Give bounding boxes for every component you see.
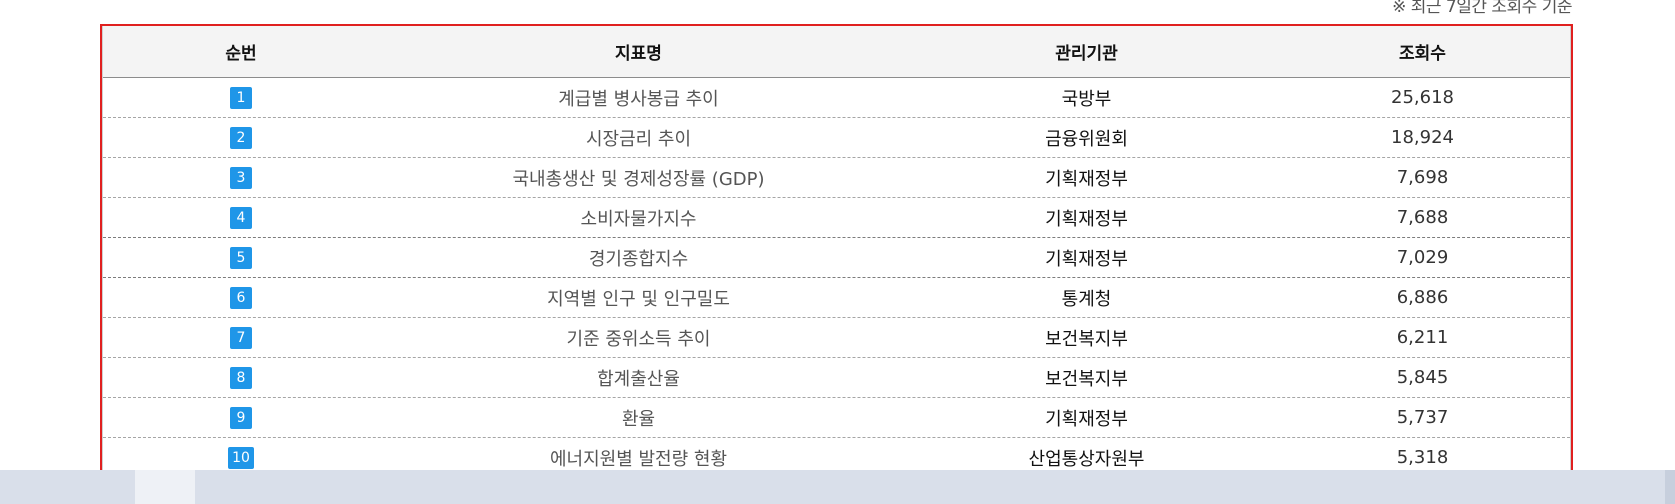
rank-cell: 4 <box>103 206 379 229</box>
views-cell: 6,211 <box>1396 327 1449 348</box>
rank-cell: 3 <box>103 166 379 189</box>
rank-badge: 2 <box>230 126 252 149</box>
indicator-link[interactable]: 기준 중위소득 추이 <box>566 328 711 350</box>
rank-cell: 1 <box>103 86 379 109</box>
table-row[interactable]: 5 경기종합지수 기획재정부 7,029 <box>103 238 1570 278</box>
rank-cell: 7 <box>103 326 379 349</box>
rank-cell: 8 <box>103 366 379 389</box>
table-row[interactable]: 6 지역별 인구 및 인구밀도 통계청 6,886 <box>103 278 1570 318</box>
rank-badge: 7 <box>230 326 252 349</box>
scrollbar-end-button[interactable] <box>1665 470 1675 504</box>
rank-badge: 1 <box>230 86 252 109</box>
indicator-link[interactable]: 시장금리 추이 <box>585 128 692 150</box>
agency-cell: 기획재정부 <box>1045 168 1128 190</box>
indicator-link[interactable]: 소비자물가지수 <box>580 208 697 230</box>
rank-badge: 4 <box>230 206 252 229</box>
table-row[interactable]: 10 에너지원별 발전량 현황 산업통상자원부 5,318 <box>103 438 1570 476</box>
table-row[interactable]: 9 환율 기획재정부 5,737 <box>103 398 1570 438</box>
views-basis-note: ※ 최근 7일간 조회수 기준 <box>1392 0 1572 17</box>
table-row[interactable]: 1 계급별 병사봉급 추이 국방부 25,618 <box>103 78 1570 118</box>
indicator-link[interactable]: 에너지원별 발전량 현황 <box>549 448 728 470</box>
views-cell: 5,737 <box>1396 407 1449 428</box>
rank-badge: 6 <box>230 286 252 309</box>
agency-cell: 기획재정부 <box>1045 248 1128 270</box>
views-cell: 5,318 <box>1396 447 1449 468</box>
rank-badge: 5 <box>230 246 252 269</box>
rank-cell: 9 <box>103 406 379 429</box>
views-cell: 6,886 <box>1396 287 1449 308</box>
views-cell: 7,688 <box>1396 207 1449 228</box>
views-cell: 5,845 <box>1396 367 1449 388</box>
rank-cell: 10 <box>103 446 379 469</box>
table-header: 순번 지표명 관리기관 조회수 <box>103 26 1570 78</box>
header-views: 조회수 <box>1399 44 1446 64</box>
agency-cell: 기획재정부 <box>1045 208 1128 230</box>
scrollbar-thumb[interactable] <box>135 470 195 504</box>
rank-badge: 9 <box>230 406 252 429</box>
agency-cell: 보건복지부 <box>1045 368 1128 390</box>
indicator-link[interactable]: 지역별 인구 및 인구밀도 <box>547 288 730 310</box>
table-row[interactable]: 3 국내총생산 및 경제성장률 (GDP) 기획재정부 7,698 <box>103 158 1570 198</box>
rank-badge: 8 <box>230 366 252 389</box>
views-cell: 7,698 <box>1396 167 1449 188</box>
horizontal-scrollbar[interactable] <box>0 470 1675 504</box>
header-agency: 관리기관 <box>1055 44 1118 64</box>
header-rank: 순번 <box>225 44 257 64</box>
table-row[interactable]: 8 합계출산율 보건복지부 5,845 <box>103 358 1570 398</box>
indicator-link[interactable]: 합계출산율 <box>597 368 680 390</box>
indicator-link[interactable]: 국내총생산 및 경제성장률 (GDP) <box>512 168 765 190</box>
agency-cell: 보건복지부 <box>1045 328 1128 350</box>
agency-cell: 기획재정부 <box>1045 408 1128 430</box>
popular-indicators-table: 순번 지표명 관리기관 조회수 1 계급별 병사봉급 추이 국방부 25,618… <box>102 26 1571 476</box>
header-indicator: 지표명 <box>615 44 662 64</box>
rank-cell: 2 <box>103 126 379 149</box>
views-cell: 25,618 <box>1391 87 1454 108</box>
agency-cell: 금융위원회 <box>1045 128 1128 150</box>
indicator-link[interactable]: 경기종합지수 <box>588 248 689 270</box>
agency-cell: 산업통상자원부 <box>1028 448 1145 470</box>
rank-cell: 6 <box>103 286 379 309</box>
rank-cell: 5 <box>103 246 379 269</box>
table-row[interactable]: 2 시장금리 추이 금융위원회 18,924 <box>103 118 1570 158</box>
agency-cell: 국방부 <box>1061 88 1112 110</box>
views-cell: 7,029 <box>1396 247 1449 268</box>
views-cell: 18,924 <box>1391 127 1454 148</box>
indicator-link[interactable]: 환율 <box>621 408 656 430</box>
rank-badge: 3 <box>230 166 252 189</box>
highlight-frame: 순번 지표명 관리기관 조회수 1 계급별 병사봉급 추이 국방부 25,618… <box>100 24 1573 478</box>
indicator-link[interactable]: 계급별 병사봉급 추이 <box>558 88 719 110</box>
agency-cell: 통계청 <box>1061 288 1112 310</box>
rank-badge: 10 <box>228 446 254 469</box>
table-row[interactable]: 4 소비자물가지수 기획재정부 7,688 <box>103 198 1570 238</box>
table-row[interactable]: 7 기준 중위소득 추이 보건복지부 6,211 <box>103 318 1570 358</box>
